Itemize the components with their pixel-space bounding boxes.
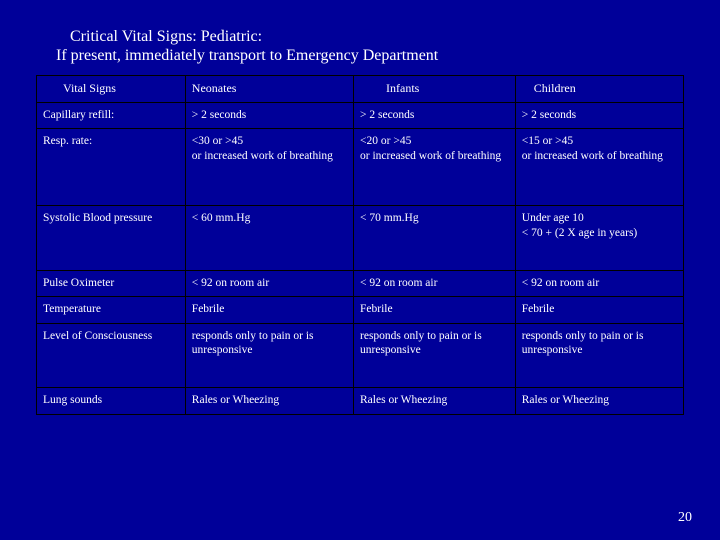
cell: Rales or Wheezing [185,388,353,414]
row-label: Systolic Blood pressure [37,206,186,271]
table-header-row: Vital Signs Neonates Infants Children [37,76,684,103]
cell: <20 or >45or increased work of breathing [354,129,516,206]
column-header: Children [515,76,683,103]
cell: < 92 on room air [185,270,353,296]
cell: <30 or >45or increased work of breathing [185,129,353,206]
cell: Rales or Wheezing [354,388,516,414]
table-row: Systolic Blood pressure < 60 mm.Hg < 70 … [37,206,684,271]
row-label: Level of Consciousness [37,323,186,388]
cell: Febrile [515,297,683,323]
table-row: Level of Consciousness responds only to … [37,323,684,388]
row-label: Resp. rate: [37,129,186,206]
cell: Under age 10< 70 + (2 X age in years) [515,206,683,271]
row-label: Capillary refill: [37,103,186,129]
cell: < 92 on room air [354,270,516,296]
cell: responds only to pain or is unresponsive [515,323,683,388]
table-row: Capillary refill: > 2 seconds > 2 second… [37,103,684,129]
cell: < 60 mm.Hg [185,206,353,271]
cell: < 92 on room air [515,270,683,296]
cell: > 2 seconds [185,103,353,129]
cell: > 2 seconds [354,103,516,129]
vital-signs-table: Vital Signs Neonates Infants Children Ca… [36,75,684,415]
row-label: Pulse Oximeter [37,270,186,296]
cell: Rales or Wheezing [515,388,683,414]
cell: responds only to pain or is unresponsive [185,323,353,388]
cell: > 2 seconds [515,103,683,129]
slide-title-line1: Critical Vital Signs: Pediatric: [70,28,684,46]
column-header: Vital Signs [37,76,186,103]
row-label: Temperature [37,297,186,323]
cell: Febrile [354,297,516,323]
table-row: Pulse Oximeter < 92 on room air < 92 on … [37,270,684,296]
table-row: Resp. rate: <30 or >45or increased work … [37,129,684,206]
table-row: Temperature Febrile Febrile Febrile [37,297,684,323]
page-number: 20 [678,510,692,526]
column-header: Infants [354,76,516,103]
row-label: Lung sounds [37,388,186,414]
cell: Febrile [185,297,353,323]
cell: <15 or >45or increased work of breathing [515,129,683,206]
cell: responds only to pain or is unresponsive [354,323,516,388]
column-header: Neonates [185,76,353,103]
slide-title-line2: If present, immediately transport to Eme… [56,47,684,65]
table-row: Lung sounds Rales or Wheezing Rales or W… [37,388,684,414]
cell: < 70 mm.Hg [354,206,516,271]
